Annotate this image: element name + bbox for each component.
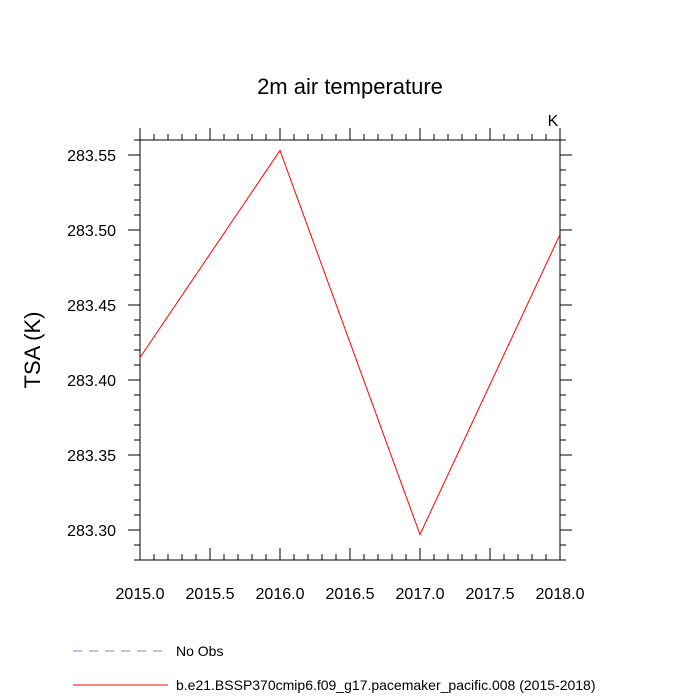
chart-title: 2m air temperature [257, 74, 443, 99]
legend-label-1: b.e21.BSSP370cmip6.f09_g17.pacemaker_pac… [176, 677, 596, 693]
y-tick-label: 283.50 [67, 223, 116, 240]
units-label: K [548, 113, 559, 130]
x-tick-label: 2015.5 [186, 586, 235, 603]
axis-tick-labels: 2015.0 2015.5 2016.0 2016.5 2017.0 2017.5 2018… [67, 148, 585, 603]
x-tick-label: 2015.0 [116, 586, 165, 603]
legend-label-0: No Obs [176, 643, 223, 659]
x-tick-label: 2017.0 [396, 586, 445, 603]
x-tick-label: 2016.0 [256, 586, 305, 603]
y-tick-label: 283.55 [67, 148, 116, 165]
y-axis-label: TSA (K) [20, 311, 45, 388]
series-layer [139, 149, 561, 536]
plot-frame [139, 139, 561, 561]
x-tick-label: 2017.5 [466, 586, 515, 603]
y-tick-label: 283.30 [67, 523, 116, 540]
axis-ticks [128, 128, 572, 561]
y-tick-label: 283.35 [67, 448, 116, 465]
x-tick-label: 2018.0 [536, 586, 585, 603]
series-line-0 [139, 149, 561, 536]
legend: No Obs b.e21.BSSP370cmip6.f09_g17.pacemak… [73, 643, 596, 693]
y-tick-label: 283.45 [67, 298, 116, 315]
y-tick-label: 283.40 [67, 373, 116, 390]
x-tick-label: 2016.5 [326, 586, 375, 603]
